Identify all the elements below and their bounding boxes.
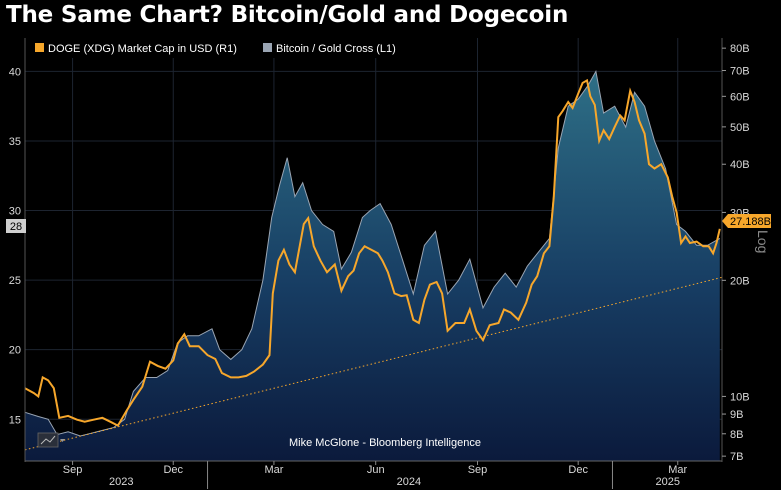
year-label: 2024: [397, 476, 421, 488]
btc-gold-area: [25, 71, 720, 462]
legend-label-doge: DOGE (XDG) Market Cap in USD (R1): [48, 43, 237, 55]
x-tick-label: Jun: [367, 464, 385, 476]
x-tick-label: Sep: [468, 464, 488, 476]
right-tick-label: 20B: [730, 275, 750, 287]
x-tick-label: Dec: [568, 464, 588, 476]
legend-swatch-btc-gold: [263, 43, 272, 52]
right-tick-label: 9B: [730, 409, 743, 421]
x-tick-label: Mar: [668, 464, 687, 476]
right-tick-label: 7B: [730, 451, 743, 463]
left-tick-label: 35: [9, 136, 21, 148]
legend-swatch-doge: [35, 43, 44, 52]
left-last-value-tag: 28: [6, 219, 26, 233]
svg-text:28: 28: [10, 221, 22, 233]
right-tick-label: 40B: [730, 159, 750, 171]
left-axis-ticks: 15 20 25 30 35 40: [9, 66, 21, 426]
axes: [24, 38, 723, 462]
right-tick-label: 80B: [730, 43, 750, 55]
year-label: 2023: [109, 476, 133, 488]
right-tick-label: 8B: [730, 429, 743, 441]
chart-type-icon[interactable]: [37, 432, 65, 448]
legend: DOGE (XDG) Market Cap in USD (R1) Bitcoi…: [31, 38, 428, 58]
right-last-value-tag: 27.188B: [722, 214, 771, 228]
right-tick-label: 50B: [730, 122, 750, 134]
left-tick-label: 20: [9, 345, 21, 357]
left-tick-label: 30: [9, 206, 21, 218]
btc-gold-line: [24, 69, 721, 437]
chart-title: The Same Chart? Bitcoin/Gold and Dogecoi…: [6, 2, 569, 28]
doge-line: [24, 78, 721, 427]
left-tick-label: 40: [9, 66, 21, 78]
right-tick-label: 60B: [730, 91, 750, 103]
x-tick-label: Mar: [264, 464, 283, 476]
year-label: 2025: [656, 476, 680, 488]
right-tick-label: 70B: [730, 66, 750, 78]
right-tick-label: 10B: [730, 391, 750, 403]
left-tick-label: 25: [9, 275, 21, 287]
credit-text: Mike McGlone - Bloomberg Intelligence: [289, 437, 481, 449]
svg-text:27.188B: 27.188B: [730, 216, 771, 228]
x-tick-label: Dec: [163, 464, 183, 476]
left-tick-label: 15: [9, 414, 21, 426]
x-axis-ticks: Sep Dec Mar Jun Sep Dec Mar 2023 2024 2025: [63, 461, 688, 489]
log-scale-label: Log: [755, 230, 771, 253]
x-tick-label: Sep: [63, 464, 83, 476]
legend-label-btc-gold: Bitcoin / Gold Cross (L1): [276, 43, 396, 55]
